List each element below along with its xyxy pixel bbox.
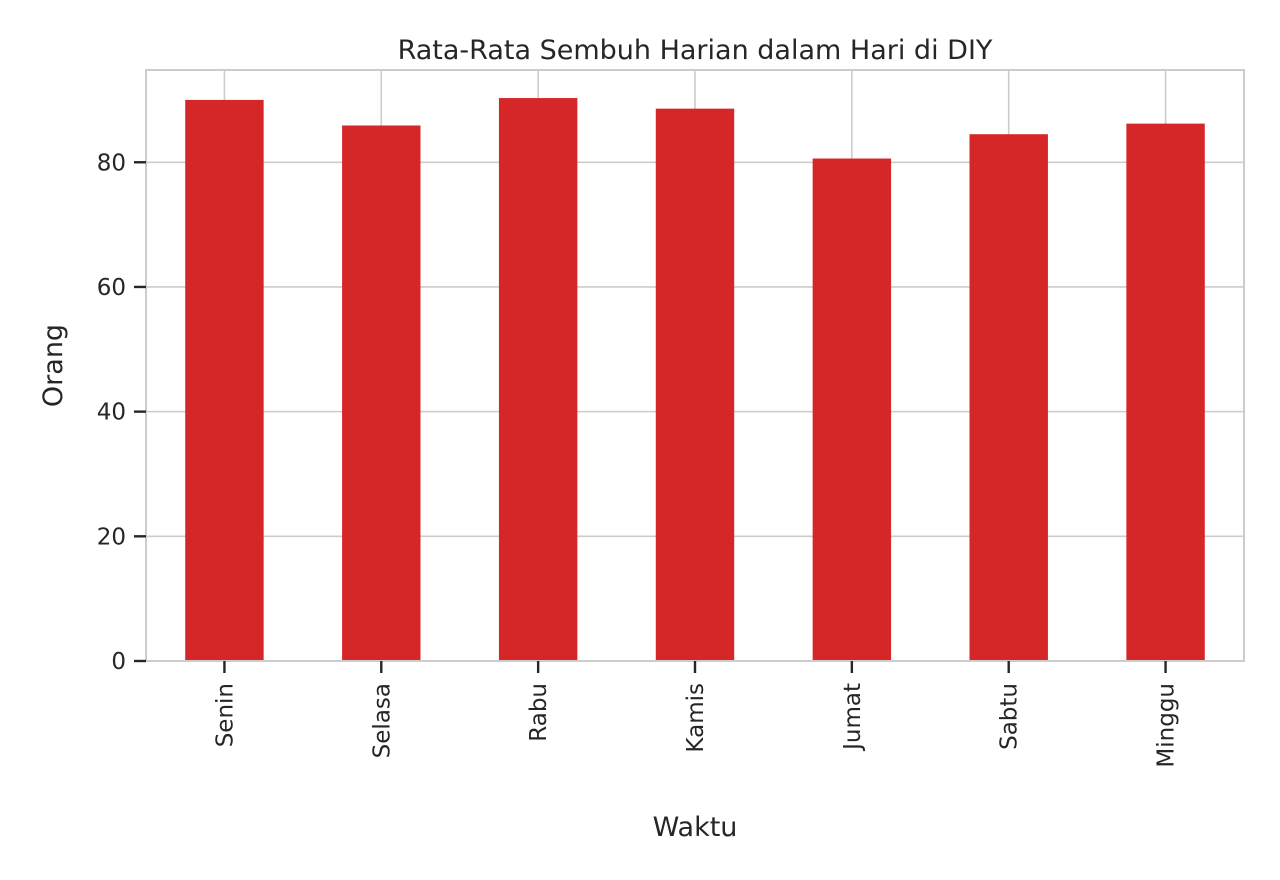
y-tick-label: 80 (97, 150, 126, 176)
y-axis-label: Orang (38, 324, 69, 407)
x-tick-label: Selasa (369, 683, 395, 758)
bar-minggu (1126, 123, 1205, 662)
y-tick-label: 60 (97, 275, 126, 301)
bar-selasa (342, 125, 421, 661)
x-tick-label: Minggu (1154, 683, 1180, 768)
x-tick-label: Rabu (526, 683, 552, 742)
y-tick-label: 0 (111, 649, 126, 675)
x-axis-ticks: Senin Selasa Rabu Kamis Jumat Sabtu Minggu (212, 661, 1180, 768)
bar-jumat (812, 158, 892, 661)
bar-kamis (655, 108, 735, 661)
x-axis-label: Waktu (653, 812, 738, 843)
y-tick-label: 40 (97, 400, 126, 426)
bar-senin (185, 99, 264, 661)
x-tick-label: Kamis (683, 683, 709, 753)
bars (185, 98, 1205, 662)
x-tick-label: Jumat (840, 683, 866, 752)
y-axis-ticks: 0 20 40 60 80 (97, 150, 146, 675)
x-tick-label: Senin (212, 683, 238, 747)
x-tick-label: Sabtu (997, 683, 1023, 750)
bar-sabtu (969, 134, 1048, 661)
y-tick-label: 20 (97, 524, 126, 550)
bar-rabu (498, 98, 578, 662)
chart-title: Rata-Rata Sembuh Harian dalam Hari di DI… (398, 35, 993, 66)
